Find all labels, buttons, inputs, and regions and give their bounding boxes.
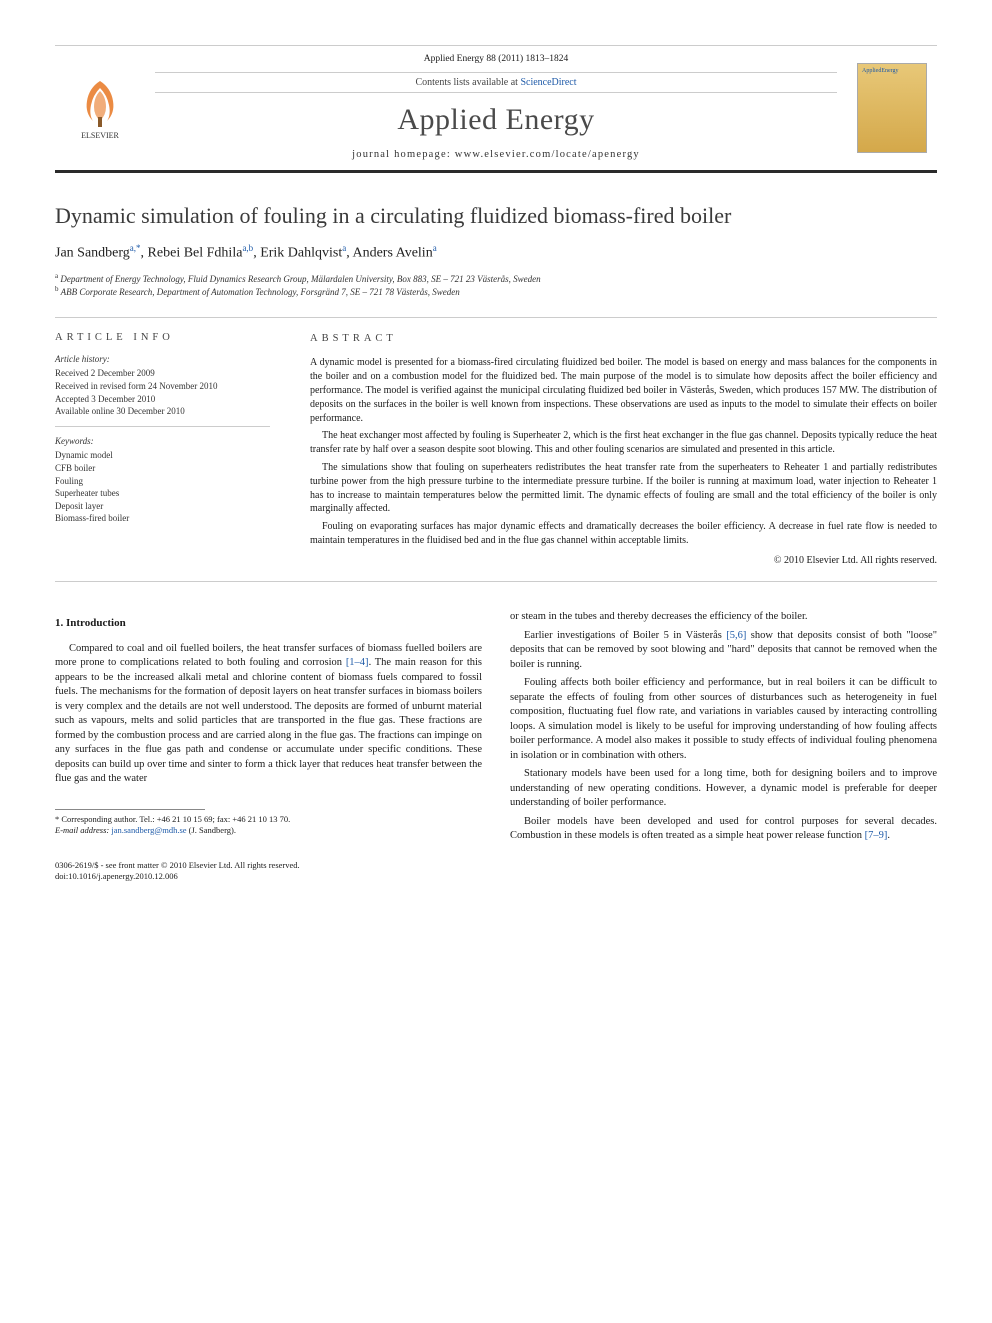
column-right: or steam in the tubes and thereby decrea… bbox=[510, 610, 937, 847]
intro-p6: Boiler models have been developed and us… bbox=[510, 815, 937, 844]
keyword-6: Biomass-fired boiler bbox=[55, 512, 270, 525]
abstract-p3: The simulations show that fouling on sup… bbox=[310, 461, 937, 516]
keywords-block: Keywords: Dynamic model CFB boiler Fouli… bbox=[55, 435, 270, 533]
keyword-1: Dynamic model bbox=[55, 449, 270, 462]
article-info-panel: ARTICLE INFO Article history: Received 2… bbox=[55, 318, 288, 582]
intro-p5: Stationary models have been used for a l… bbox=[510, 767, 937, 810]
history-label: Article history: bbox=[55, 353, 270, 366]
intro-p1: Compared to coal and oil fuelled boilers… bbox=[55, 642, 482, 787]
abstract-p1: A dynamic model is presented for a bioma… bbox=[310, 356, 937, 425]
keywords-label: Keywords: bbox=[55, 435, 270, 448]
authors-line: Jan Sandberga,*, Rebei Bel Fdhilaa,b, Er… bbox=[55, 243, 937, 262]
keyword-4: Superheater tubes bbox=[55, 487, 270, 500]
article-history-block: Article history: Received 2 December 200… bbox=[55, 353, 270, 427]
history-online: Available online 30 December 2010 bbox=[55, 405, 270, 418]
keyword-2: CFB boiler bbox=[55, 462, 270, 475]
history-accepted: Accepted 3 December 2010 bbox=[55, 393, 270, 406]
issn-line: 0306-2619/$ - see front matter © 2010 El… bbox=[55, 860, 937, 871]
author-2-affil: a,b bbox=[242, 243, 253, 253]
author-1: Jan Sandberg bbox=[55, 246, 130, 261]
author-2: Rebei Bel Fdhila bbox=[148, 246, 243, 261]
intro-p4: Fouling affects both boiler efficiency a… bbox=[510, 676, 937, 763]
author-4: Anders Avelin bbox=[352, 246, 432, 261]
elsevier-tree-logo: ELSEVIER bbox=[69, 73, 131, 143]
keyword-5: Deposit layer bbox=[55, 500, 270, 513]
intro-p3: Earlier investigations of Boiler 5 in Vä… bbox=[510, 629, 937, 672]
affiliation-a: a Department of Energy Technology, Fluid… bbox=[55, 272, 937, 286]
article-info-heading: ARTICLE INFO bbox=[55, 332, 270, 343]
corresponding-text: * Corresponding author. Tel.: +46 21 10 … bbox=[55, 814, 482, 825]
corresponding-email-line: E-mail address: jan.sandberg@mdh.se (J. … bbox=[55, 825, 482, 836]
doi-footer: 0306-2619/$ - see front matter © 2010 El… bbox=[55, 860, 937, 883]
contents-available-line: Contents lists available at ScienceDirec… bbox=[155, 72, 837, 93]
footnote-separator bbox=[55, 809, 205, 810]
journal-header: ELSEVIER Applied Energy 88 (2011) 1813–1… bbox=[55, 45, 937, 173]
affiliations: a Department of Energy Technology, Fluid… bbox=[55, 272, 937, 299]
abstract-p4: Fouling on evaporating surfaces has majo… bbox=[310, 520, 937, 548]
abstract-panel: ABSTRACT A dynamic model is presented fo… bbox=[288, 318, 937, 582]
author-3-affil: a bbox=[342, 243, 346, 253]
contents-label: Contents lists available at bbox=[415, 77, 517, 88]
abstract-copyright: © 2010 Elsevier Ltd. All rights reserved… bbox=[310, 554, 937, 568]
column-left: 1. Introduction Compared to coal and oil… bbox=[55, 610, 482, 847]
abstract-heading: ABSTRACT bbox=[310, 332, 937, 346]
author-3: Erik Dahlqvist bbox=[260, 246, 342, 261]
email-label: E-mail address: bbox=[55, 825, 109, 835]
journal-name: Applied Energy bbox=[145, 103, 847, 137]
history-received: Received 2 December 2009 bbox=[55, 367, 270, 380]
body-two-column: 1. Introduction Compared to coal and oil… bbox=[55, 610, 937, 847]
cover-thumb-container: AppliedEnergy bbox=[847, 46, 937, 170]
email-name: (J. Sandberg). bbox=[189, 825, 236, 835]
citation-line: Applied Energy 88 (2011) 1813–1824 bbox=[145, 54, 847, 64]
journal-homepage: journal homepage: www.elsevier.com/locat… bbox=[145, 149, 847, 160]
abstract-p2: The heat exchanger most affected by foul… bbox=[310, 429, 937, 457]
ref-7-9[interactable]: [7–9] bbox=[865, 830, 888, 841]
history-revised: Received in revised form 24 November 201… bbox=[55, 380, 270, 393]
intro-p2: or steam in the tubes and thereby decrea… bbox=[510, 610, 937, 624]
corresponding-author-note: * Corresponding author. Tel.: +46 21 10 … bbox=[55, 814, 482, 837]
cover-label: AppliedEnergy bbox=[862, 68, 899, 74]
corresponding-email-link[interactable]: jan.sandberg@mdh.se bbox=[111, 825, 186, 835]
journal-cover-thumbnail[interactable]: AppliedEnergy bbox=[857, 63, 927, 153]
ref-1-4[interactable]: [1–4] bbox=[346, 657, 369, 668]
article-title: Dynamic simulation of fouling in a circu… bbox=[55, 203, 937, 229]
section-1-heading: 1. Introduction bbox=[55, 616, 482, 631]
svg-text:ELSEVIER: ELSEVIER bbox=[81, 131, 119, 140]
author-1-affil: a,* bbox=[130, 243, 141, 253]
ref-5-6[interactable]: [5,6] bbox=[726, 630, 746, 641]
affiliation-b: b ABB Corporate Research, Department of … bbox=[55, 285, 937, 299]
doi-value: doi:10.1016/j.apenergy.2010.12.006 bbox=[55, 871, 937, 882]
publisher-logo-container: ELSEVIER bbox=[55, 46, 145, 170]
keyword-3: Fouling bbox=[55, 475, 270, 488]
author-4-affil: a bbox=[433, 243, 437, 253]
sciencedirect-link[interactable]: ScienceDirect bbox=[520, 77, 576, 88]
